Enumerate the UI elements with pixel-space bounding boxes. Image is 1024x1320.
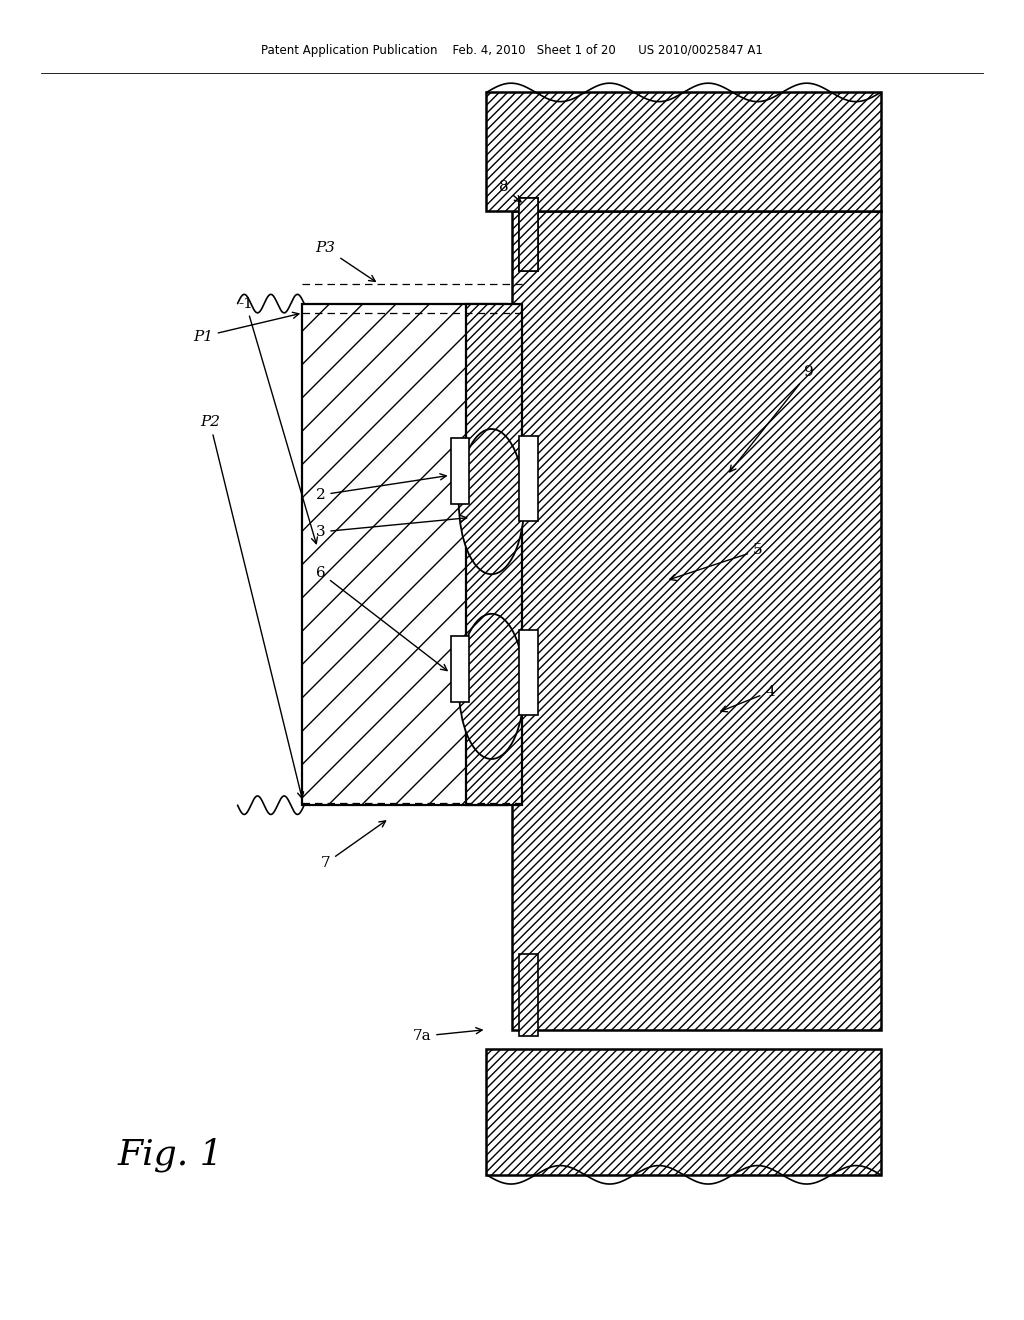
- Bar: [451, 636, 469, 702]
- Text: P3: P3: [315, 242, 375, 281]
- Text: P2: P2: [200, 416, 303, 799]
- Text: 7a: 7a: [413, 1028, 482, 1043]
- Text: -1: -1: [239, 297, 317, 544]
- Text: Fig. 1: Fig. 1: [118, 1138, 223, 1172]
- Text: 3: 3: [315, 515, 467, 539]
- Text: 7: 7: [321, 821, 386, 870]
- Text: 4: 4: [721, 685, 775, 711]
- Bar: [512, 211, 881, 1030]
- Ellipse shape: [459, 614, 524, 759]
- Bar: [519, 436, 538, 521]
- Text: Patent Application Publication    Feb. 4, 2010   Sheet 1 of 20      US 2010/0025: Patent Application Publication Feb. 4, 2…: [261, 44, 763, 57]
- Bar: [302, 304, 507, 805]
- Bar: [519, 630, 538, 715]
- Bar: [519, 954, 538, 1036]
- Bar: [519, 198, 538, 271]
- Text: 6: 6: [315, 566, 447, 671]
- Bar: [466, 304, 522, 805]
- Text: P1: P1: [193, 313, 299, 343]
- Bar: [519, 198, 538, 271]
- Bar: [486, 92, 881, 211]
- Text: 2: 2: [315, 474, 446, 502]
- Bar: [486, 1049, 881, 1175]
- Text: 8: 8: [499, 181, 521, 202]
- Text: 5: 5: [670, 544, 763, 581]
- Ellipse shape: [459, 429, 524, 574]
- Bar: [451, 438, 469, 504]
- Text: 9: 9: [730, 366, 814, 471]
